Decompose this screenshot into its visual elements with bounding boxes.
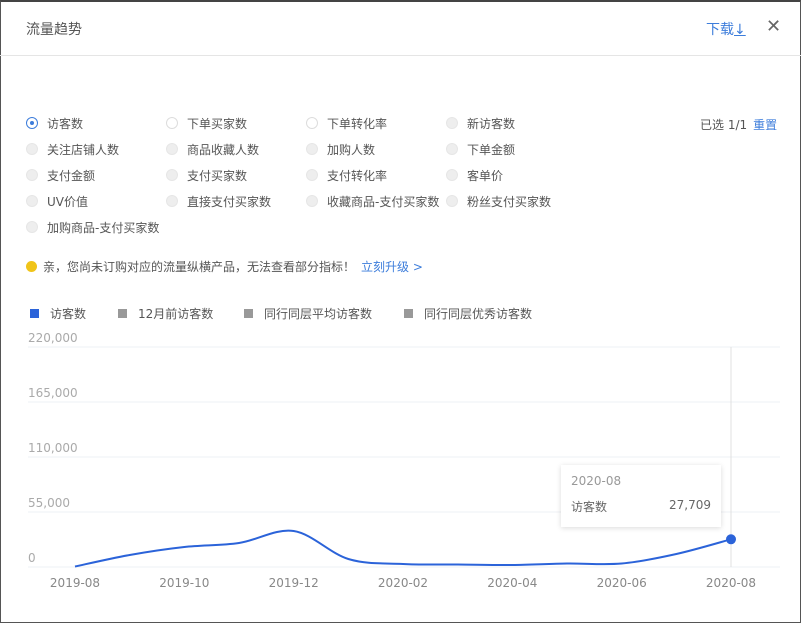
radio-icon — [306, 195, 318, 207]
metric-option: 加购商品-支付买家数 — [26, 219, 159, 235]
metric-option: 商品收藏人数 — [166, 141, 259, 157]
notice-text: 亲，您尚未订购对应的流量纵横产品，无法查看部分指标！ — [43, 260, 356, 274]
series-line-visitors — [74, 529, 732, 568]
radio-icon — [166, 143, 178, 155]
x-tick-label: 2020-04 — [487, 576, 538, 590]
legend-label: 访客数 — [50, 307, 87, 321]
y-tick-label: 110,000 — [28, 441, 78, 455]
metric-option: 加购人数 — [306, 141, 375, 157]
legend-item[interactable]: 12月前访客数 — [118, 305, 213, 322]
metric-option-label: 收藏商品-支付买家数 — [327, 194, 440, 209]
metric-option: 直接支付买家数 — [166, 193, 271, 209]
radio-icon — [26, 143, 38, 155]
legend-label: 12月前访客数 — [138, 307, 214, 321]
legend-swatch — [118, 309, 127, 318]
radio-icon — [306, 143, 318, 155]
selected-count-text: 已选 1/1 — [700, 118, 748, 132]
radio-icon — [166, 195, 178, 207]
x-tick-label: 2020-08 — [705, 576, 757, 590]
metric-option: 客单价 — [446, 167, 503, 183]
radio-icon — [26, 221, 38, 233]
x-tick-label: 2020-06 — [596, 576, 647, 590]
download-label: 下载 — [706, 22, 734, 38]
chart-tooltip: 2020-08 访客数 27,709 — [561, 465, 721, 527]
metric-option-label: 访客数 — [47, 116, 84, 131]
y-tick-label: 55,000 — [28, 496, 70, 510]
radio-icon — [26, 195, 38, 207]
metric-option-label: 支付买家数 — [187, 168, 248, 183]
radio-icon[interactable] — [166, 117, 178, 129]
metric-option-label: 新访客数 — [467, 116, 516, 131]
metric-option: 支付买家数 — [166, 167, 247, 183]
tooltip-series: 访客数 — [571, 500, 608, 514]
metric-option: 收藏商品-支付买家数 — [306, 193, 439, 209]
metric-option-label: 支付金额 — [47, 168, 96, 183]
y-tick-label: 220,000 — [28, 331, 78, 345]
metric-option-label: 商品收藏人数 — [187, 142, 260, 157]
x-tick-label: 2019-10 — [159, 576, 210, 590]
x-tick-label: 2019-12 — [268, 576, 319, 590]
radio-icon — [26, 169, 38, 181]
legend-item[interactable]: 同行同层平均访客数 — [244, 305, 372, 322]
metric-option: 下单金额 — [446, 141, 515, 157]
metric-option-label: 粉丝支付买家数 — [467, 194, 552, 209]
metric-option-label: 加购商品-支付买家数 — [47, 220, 160, 235]
metric-option: 支付金额 — [26, 167, 95, 183]
metric-option: 关注店铺人数 — [26, 141, 119, 157]
metric-option: 粉丝支付买家数 — [446, 193, 551, 209]
download-icon: ↓ — [734, 22, 746, 38]
metric-option-label: 下单买家数 — [187, 116, 248, 131]
radio-icon[interactable] — [306, 117, 318, 129]
data-point-highlight — [726, 534, 736, 545]
metric-option-label: 关注店铺人数 — [47, 142, 120, 157]
legend-label: 同行同层平均访客数 — [264, 307, 373, 321]
download-button[interactable]: 下载↓ — [706, 19, 746, 39]
radio-icon — [166, 169, 178, 181]
selected-count: 已选 1/1 重置 — [700, 116, 777, 133]
metric-option-label: 下单金额 — [467, 142, 516, 157]
radio-icon — [446, 143, 458, 155]
reset-button[interactable]: 重置 — [753, 118, 778, 132]
x-tick-label: 2020-02 — [377, 576, 429, 590]
tooltip-date: 2020-08 — [571, 474, 622, 488]
metric-option: 支付转化率 — [306, 167, 387, 183]
metric-option[interactable]: 访客数 — [26, 115, 83, 131]
x-tick-label: 2019-08 — [49, 576, 101, 590]
metric-option-label: 支付转化率 — [327, 168, 388, 183]
y-tick-label: 165,000 — [28, 386, 78, 400]
dialog-title: 流量趋势 — [26, 22, 82, 38]
radio-icon[interactable] — [26, 117, 38, 129]
legend-swatch — [30, 309, 39, 318]
warning-icon — [26, 261, 37, 272]
legend-label: 同行同层优秀访客数 — [424, 307, 533, 321]
y-tick-label: 0 — [28, 551, 36, 565]
metric-option[interactable]: 下单转化率 — [306, 115, 387, 131]
metric-option: UV价值 — [26, 193, 88, 209]
legend-swatch — [404, 309, 413, 318]
metric-option-label: 加购人数 — [327, 142, 376, 157]
metric-option: 新访客数 — [446, 115, 515, 131]
close-icon[interactable]: ✕ — [766, 16, 782, 37]
radio-icon — [446, 117, 458, 129]
radio-icon — [446, 195, 458, 207]
upgrade-notice: 亲，您尚未订购对应的流量纵横产品，无法查看部分指标！ 立刻升级 > — [26, 258, 423, 275]
metric-option-label: 下单转化率 — [327, 116, 388, 131]
metric-option-label: UV价值 — [47, 194, 88, 209]
metric-option-label: 直接支付买家数 — [187, 194, 272, 209]
metric-option-label: 客单价 — [467, 168, 504, 183]
upgrade-link[interactable]: 立刻升级 > — [361, 260, 423, 274]
dialog-header: 流量趋势 下载↓ ✕ — [0, 0, 801, 56]
legend-item[interactable]: 同行同层优秀访客数 — [404, 305, 532, 322]
radio-icon — [306, 169, 318, 181]
tooltip-value: 27,709 — [669, 498, 711, 512]
legend-swatch — [244, 309, 253, 318]
legend-item[interactable]: 访客数 — [30, 305, 86, 322]
metric-option[interactable]: 下单买家数 — [166, 115, 247, 131]
radio-icon — [446, 169, 458, 181]
